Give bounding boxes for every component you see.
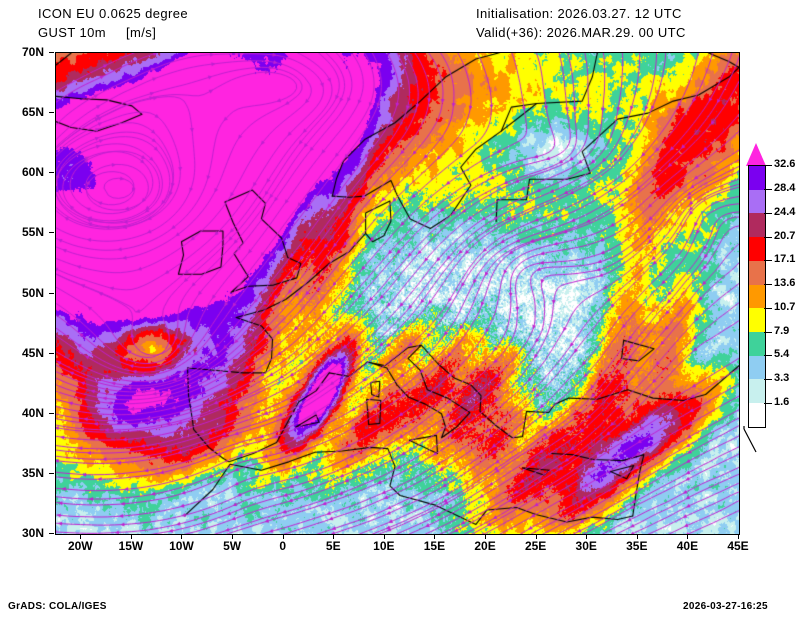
colorbar-tick (764, 260, 772, 261)
colorbar-band (749, 332, 765, 356)
colorbar-label: 17.1 (774, 253, 796, 265)
model-title: ICON EU 0.0625 degree (38, 6, 189, 21)
x-axis-tick (181, 534, 183, 539)
y-axis-label: 50N (21, 285, 44, 300)
y-axis-tick (49, 112, 54, 114)
x-axis-tick (282, 534, 284, 539)
x-axis-label: 5W (223, 539, 242, 553)
map-plot-area (55, 52, 740, 535)
colorbar-over-arrow (746, 143, 766, 166)
colorbar-band (749, 308, 765, 333)
x-axis-tick (232, 534, 234, 539)
colorbar-tick (764, 284, 772, 285)
x-axis-label: 40E (676, 539, 699, 553)
x-axis-label: 20W (67, 539, 93, 553)
y-axis-tick (49, 412, 54, 414)
colorbar-label: 28.4 (774, 182, 796, 194)
x-axis-tick (130, 534, 132, 539)
colorbar-label: 3.3 (774, 372, 790, 384)
x-axis-label: 15E (423, 539, 446, 553)
x-axis-tick (80, 534, 82, 539)
colorbar-tick (764, 189, 772, 190)
colorbar-band (749, 189, 765, 214)
colorbar-band (749, 237, 765, 261)
x-axis-tick (535, 534, 537, 539)
x-axis-tick (434, 534, 436, 539)
colorbar-tick (764, 403, 772, 404)
colorbar-band (749, 355, 765, 380)
colorbar-under-wedge (743, 426, 757, 453)
colorbar-band (749, 213, 765, 238)
colorbar-tick (764, 213, 772, 214)
y-axis-label: 70N (21, 45, 44, 59)
x-axis-label: 30E (575, 539, 597, 553)
x-axis-label: 25E (524, 539, 547, 553)
colorbar-label: 1.6 (774, 396, 790, 408)
render-timestamp: 2026-03-27-16:25 (683, 601, 768, 612)
variable-title: GUST 10m [m/s] (38, 25, 157, 40)
gust-colorbar (748, 165, 766, 428)
colorbar-tick (764, 355, 772, 356)
y-axis-tick (49, 232, 54, 234)
colorbar-label: 7.9 (774, 325, 790, 337)
colorbar-label: 32.6 (774, 158, 796, 170)
x-axis-tick (586, 534, 588, 539)
colorbar-label: 20.7 (774, 230, 796, 242)
y-axis-label: 35N (21, 465, 44, 480)
gust-field-canvas (56, 53, 739, 534)
grads-credit: GrADS: COLA/IGES (8, 601, 107, 612)
colorbar-tick (764, 308, 772, 309)
x-axis-label: 20E (474, 539, 496, 553)
colorbar-label: 5.4 (774, 348, 790, 360)
colorbar-band (749, 260, 765, 285)
y-axis-tick (49, 472, 54, 474)
y-axis-label: 30N (21, 526, 44, 540)
y-axis-tick (49, 533, 54, 534)
x-axis-tick (485, 534, 487, 539)
y-axis-label: 45N (21, 345, 44, 360)
colorbar-band (749, 379, 765, 404)
colorbar-tick (764, 332, 772, 333)
colorbar-tick (764, 379, 772, 380)
x-axis-tick (687, 534, 689, 539)
x-axis-label: 10E (373, 539, 395, 553)
x-axis-label: 0 (279, 539, 286, 553)
y-axis-tick (49, 52, 54, 53)
y-axis-tick (49, 292, 54, 294)
colorbar-tick (764, 237, 772, 238)
x-axis-label: 15W (118, 539, 144, 553)
x-axis-tick (333, 534, 335, 539)
y-axis-label: 60N (21, 165, 44, 180)
colorbar-label: 24.4 (774, 206, 796, 218)
y-axis-tick (49, 172, 54, 174)
x-axis-tick (383, 534, 385, 539)
colorbar-tick (764, 165, 772, 166)
x-axis-label: 10W (169, 539, 194, 553)
x-axis-label: 35E (626, 539, 648, 553)
colorbar-label: 13.6 (774, 277, 796, 289)
x-axis-label: 5E (325, 539, 341, 553)
colorbar-band (749, 284, 765, 309)
initialisation-label: Initialisation: 2026.03.27. 12 UTC (476, 6, 682, 21)
colorbar-label: 10.7 (774, 301, 796, 313)
colorbar-band (749, 166, 765, 190)
valid-time-label: Valid(+36): 2026.MAR.29. 00 UTC (476, 25, 686, 40)
x-axis-tick (738, 534, 739, 539)
y-axis-label: 65N (21, 105, 44, 120)
y-axis-label: 55N (21, 225, 44, 240)
x-axis-tick (636, 534, 638, 539)
y-axis-tick (49, 352, 54, 354)
x-axis-label: 45E (727, 539, 749, 553)
y-axis-label: 40N (21, 405, 44, 420)
